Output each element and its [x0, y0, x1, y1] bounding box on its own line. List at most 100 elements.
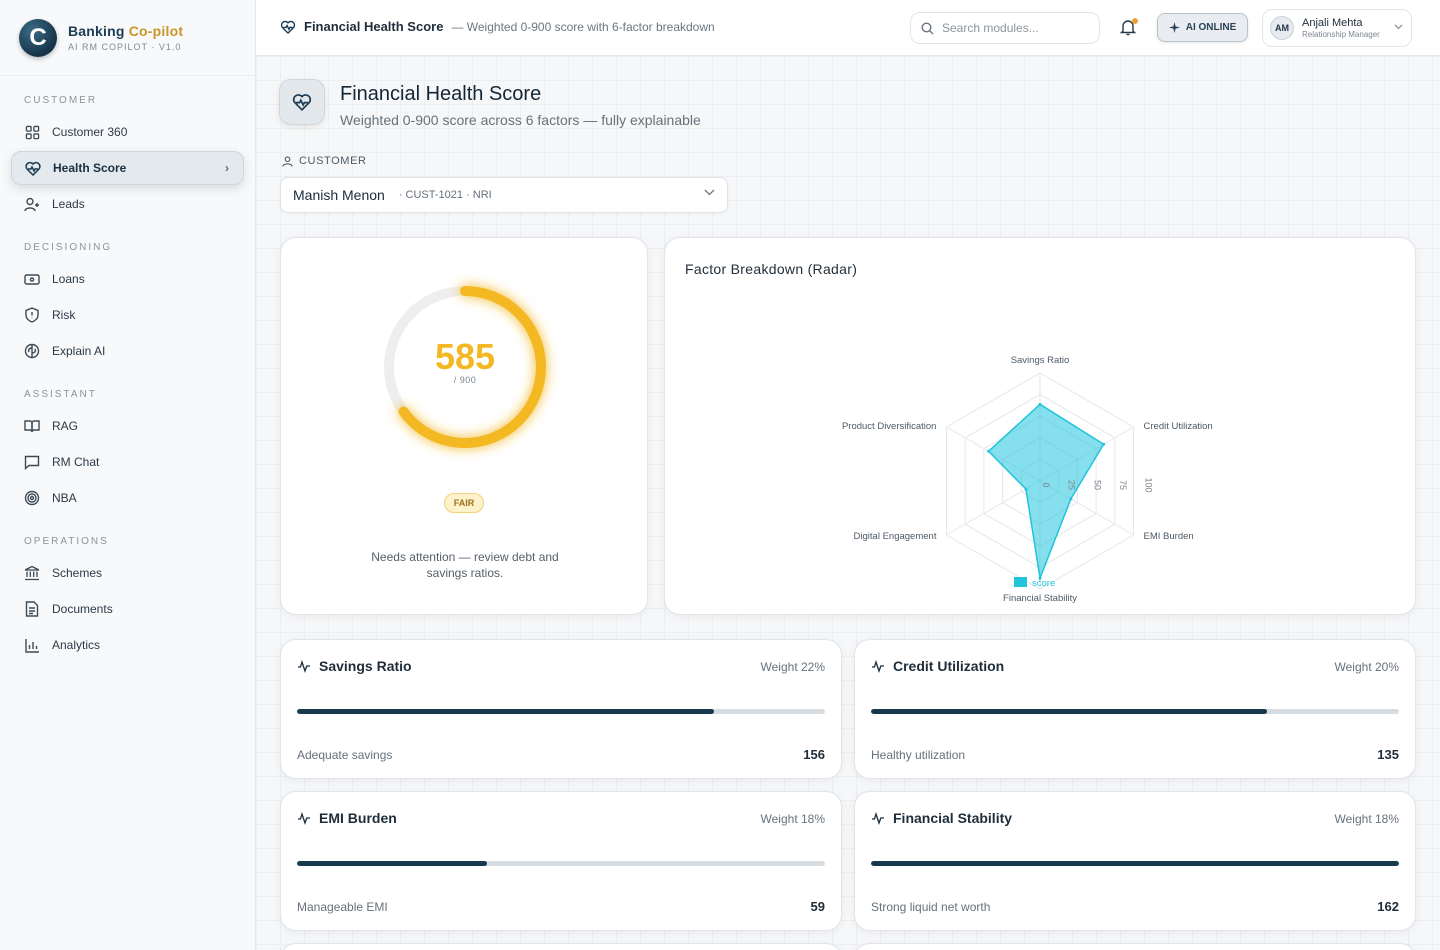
factor-title: EMI Burden: [319, 810, 397, 826]
sidebar-item-leads[interactable]: Leads: [11, 187, 244, 221]
target-icon: [24, 490, 40, 506]
user-plus-icon: [24, 196, 40, 212]
sidebar: C Banking Co-pilot AI RM COPILOT · V1.0 …: [0, 0, 256, 950]
factor-card-partial: [280, 943, 842, 950]
sidebar-item-documents[interactable]: Documents: [11, 592, 244, 626]
sidebar-item-rag[interactable]: RAG: [11, 409, 244, 443]
chevron-right-icon: ›: [225, 161, 229, 175]
top-bar: Financial Health Score — Weighted 0-900 …: [256, 0, 1440, 56]
radar-tick-label: 0: [1041, 482, 1051, 487]
bell-icon: [1119, 20, 1137, 40]
factor-score: 135: [1377, 747, 1399, 762]
sidebar-item-customer-360[interactable]: Customer 360: [11, 115, 244, 149]
customer-select[interactable]: Manish Menon · CUST-1021 · NRI: [280, 177, 728, 213]
brand-logo: C: [19, 18, 57, 57]
user-menu[interactable]: AM Anjali Mehta Relationship Manager: [1262, 9, 1412, 47]
score-note: Needs attention — review debt and saving…: [371, 550, 559, 580]
sidebar-item-schemes[interactable]: Schemes: [11, 556, 244, 590]
factor-card-emi-burden: EMI Burden Weight 18% Manageable EMI 59: [280, 791, 842, 931]
nav-section-operations: OPERATIONS: [24, 536, 109, 547]
sidebar-item-label: Analytics: [52, 638, 101, 652]
score-value: 585: [434, 336, 496, 377]
factor-progress-track: [297, 861, 825, 866]
radar-point: [1024, 487, 1028, 491]
grid-icon: [24, 124, 40, 140]
factor-progress-track: [297, 709, 825, 714]
sparkle-icon: [1168, 22, 1180, 33]
factor-progress-fill: [871, 861, 1399, 866]
brain-icon: [24, 343, 40, 359]
brand-subtitle: AI RM COPILOT · V1.0: [68, 42, 182, 52]
legend-label: score: [1032, 578, 1055, 589]
bank-icon: [24, 565, 40, 581]
radar-card: Factor Breakdown (Radar) 0 25 50 75 100 Savin…: [664, 237, 1416, 615]
user-role: Relationship Manager: [1302, 30, 1380, 39]
book-icon: [24, 418, 40, 434]
factor-progress-fill: [297, 861, 488, 866]
radar-point: [1102, 442, 1106, 446]
shield-icon: [24, 307, 40, 323]
factor-card-partial: [854, 943, 1416, 950]
sidebar-item-nba[interactable]: NBA: [11, 481, 244, 515]
factor-progress-fill: [871, 709, 1267, 714]
top-subtitle: — Weighted 0-900 score with 6-factor bre…: [451, 19, 715, 34]
top-title-text: Financial Health Score: [304, 19, 444, 34]
sidebar-item-label: Customer 360: [52, 125, 128, 139]
sidebar-item-label: Documents: [52, 602, 113, 616]
nav-section-assistant: ASSISTANT: [24, 389, 97, 400]
sidebar-item-label: Leads: [52, 197, 85, 211]
sidebar-item-analytics[interactable]: Analytics: [11, 628, 244, 662]
bar-chart-icon: [24, 637, 40, 653]
factor-card-credit-utilization: Credit Utilization Weight 20% Healthy ut…: [854, 639, 1416, 779]
search-icon: [921, 21, 934, 35]
factor-card-savings-ratio: Savings Ratio Weight 22% Adequate saving…: [280, 639, 842, 779]
notifications-button[interactable]: [1119, 18, 1138, 40]
main-content: Financial Health Score Weighted 0-900 sc…: [256, 56, 1440, 950]
radar-axis-label: Savings Ratio: [1011, 355, 1070, 366]
sidebar-item-risk[interactable]: Risk: [11, 298, 244, 332]
radar-tick-label: 50: [1092, 480, 1102, 490]
notification-dot: [1132, 18, 1138, 24]
chat-icon: [24, 454, 40, 470]
radar-axis-label: Product Diversification: [842, 421, 937, 432]
brand[interactable]: C Banking Co-pilot AI RM COPILOT · V1.0: [0, 0, 255, 76]
radar-tick-label: 100: [1144, 477, 1154, 492]
factor-weight: Weight 22%: [760, 660, 825, 674]
page-icon: [279, 79, 325, 125]
radar-point: [1038, 402, 1042, 406]
radar-axis-label: EMI Burden: [1144, 531, 1194, 542]
sidebar-item-label: Schemes: [52, 566, 103, 580]
ai-status-label: AI ONLINE: [1185, 22, 1237, 33]
radar-point: [987, 449, 991, 453]
activity-icon: [297, 659, 311, 673]
heart-pulse-icon: [280, 20, 296, 34]
search-input[interactable]: Search modules...: [910, 12, 1100, 44]
factor-weight: Weight 18%: [760, 812, 825, 826]
sidebar-item-label: RAG: [52, 419, 79, 433]
factor-progress-fill: [297, 709, 715, 714]
customer-label: CUSTOMER: [282, 155, 367, 167]
heart-pulse-icon: [292, 93, 312, 111]
legend-swatch: [1014, 577, 1027, 587]
radar-axis-label: Financial Stability: [1003, 593, 1077, 604]
customer-name: Manish Menon: [293, 187, 385, 203]
ai-status-badge[interactable]: AI ONLINE: [1157, 13, 1248, 42]
radar-chart: 0 25 50 75 100 Savings Ratio Credit Utilizatio…: [842, 355, 1213, 604]
radar-tick-label: 75: [1118, 480, 1128, 490]
sidebar-item-health-score[interactable]: Health Score ›: [11, 151, 244, 185]
top-title: Financial Health Score — Weighted 0-900 …: [280, 19, 715, 34]
sidebar-item-loans[interactable]: Loans: [11, 262, 244, 296]
radar-point: [1069, 497, 1073, 501]
activity-icon: [297, 811, 311, 825]
user-name: Anjali Mehta: [1302, 17, 1363, 29]
factor-description: Manageable EMI: [297, 900, 388, 914]
score-gauge: 585 / 900: [366, 268, 564, 466]
sidebar-item-label: RM Chat: [52, 455, 100, 469]
nav-section-decisioning: DECISIONING: [24, 242, 113, 253]
sidebar-item-explain-ai[interactable]: Explain AI: [11, 334, 244, 368]
sidebar-item-rm-chat[interactable]: RM Chat: [11, 445, 244, 479]
chevron-down-icon: [704, 189, 715, 196]
nav-section-customer: CUSTOMER: [24, 95, 98, 106]
document-icon: [24, 601, 40, 617]
customer-meta: · CUST-1021 · NRI: [398, 189, 492, 201]
